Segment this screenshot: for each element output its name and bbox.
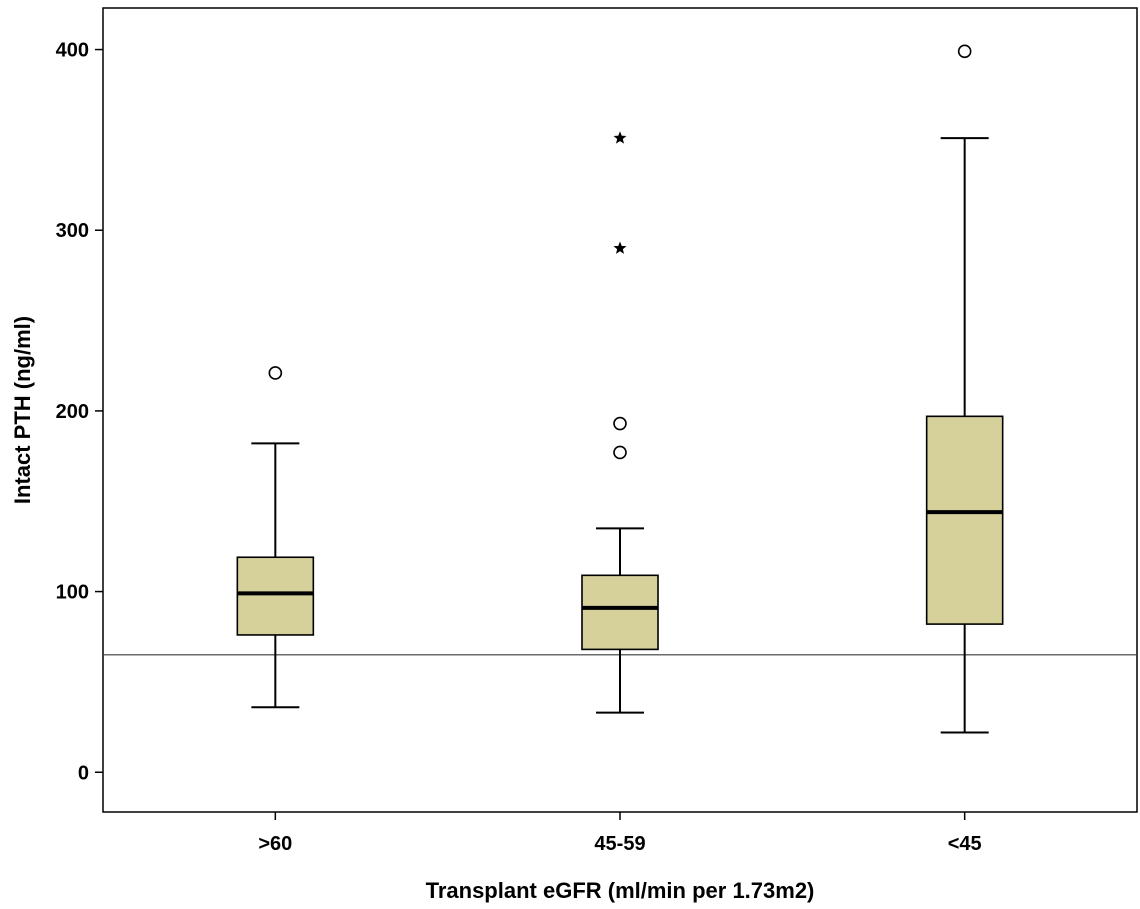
outlier-circle [957, 44, 972, 59]
extreme-outlier-star [613, 241, 627, 254]
y-axis: 0 100 200 300 400 [56, 40, 103, 784]
boxes-layer [236, 44, 1004, 734]
outlier-circle [613, 416, 627, 431]
x-axis: >60 45-59 <45 [258, 812, 982, 855]
box-group [236, 366, 315, 709]
x-category-label: >60 [258, 833, 292, 855]
box-group [581, 131, 659, 714]
iqr-box [925, 415, 1004, 625]
extreme-outlier-star [613, 131, 627, 144]
y-tick-label: 100 [56, 582, 89, 604]
iqr-box [236, 556, 315, 636]
x-category-label: 45-59 [594, 833, 645, 855]
y-axis-title: Intact PTH (ng/ml) [10, 316, 35, 504]
box-group [925, 44, 1004, 734]
y-tick-label: 200 [56, 401, 89, 423]
outlier-circle [613, 445, 627, 460]
y-tick-label: 0 [78, 762, 89, 784]
y-tick-label: 300 [56, 220, 89, 242]
iqr-box [581, 574, 659, 651]
outlier-circle [268, 366, 283, 380]
x-category-label: <45 [948, 833, 982, 855]
y-tick-label: 400 [56, 40, 89, 62]
x-axis-title: Transplant eGFR (ml/min per 1.73m2) [426, 878, 815, 903]
